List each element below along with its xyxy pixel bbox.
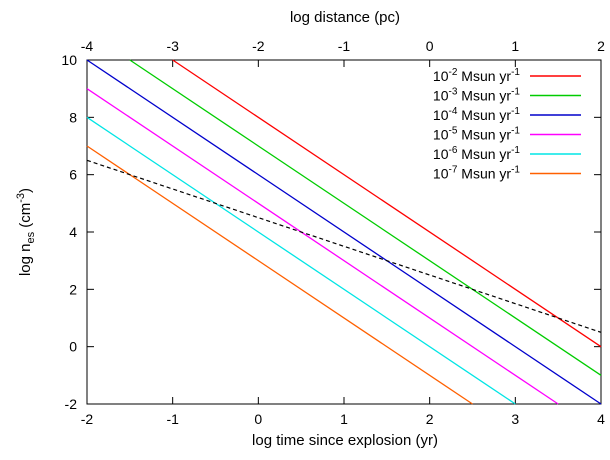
y-axis-title-sub: es (25, 231, 37, 243)
legend-label: 10-7 Msun yr-1 (433, 165, 521, 182)
legend-label: 10-2 Msun yr-1 (433, 67, 521, 84)
x2-tick-label: -4 (81, 38, 94, 54)
legend-label: 10-3 Msun yr-1 (433, 87, 521, 104)
x-tick-label: 4 (597, 411, 605, 427)
y-axis-title: log nes (cm-3) (15, 188, 37, 276)
y-tick-label: 10 (61, 52, 77, 68)
legend-entry: 10-4 Msun yr-1 (433, 106, 581, 123)
y-axis-title-unit: (cm (17, 203, 34, 232)
y-tick-label: -2 (65, 396, 78, 412)
y-tick-label: 4 (69, 224, 77, 240)
series-line (129, 59, 602, 376)
legend-entry: 10-2 Msun yr-1 (433, 67, 581, 84)
series-line (86, 88, 559, 405)
x-tick-label: -2 (81, 411, 94, 427)
x-tick-label: 1 (340, 411, 348, 427)
legend-label: 10-4 Msun yr-1 (433, 106, 521, 123)
y-tick-label: 8 (69, 109, 77, 125)
x-tick-label: 3 (511, 411, 519, 427)
legend-label: 10-6 Msun yr-1 (433, 145, 521, 162)
legend-entry: 10-3 Msun yr-1 (433, 87, 581, 104)
lines-layer (86, 59, 602, 405)
legend-layer: 10-2 Msun yr-1 10-3 Msun yr-1 10-4 Msun yr… (433, 67, 581, 182)
y-axis-title-main: log n (17, 244, 34, 277)
y-axis-title-sup: -3 (15, 193, 27, 203)
legend-entry: 10-6 Msun yr-1 (433, 145, 581, 162)
y-axis-title-close: ) (17, 188, 34, 193)
x2-tick-label: 1 (511, 38, 519, 54)
x-tick-label: 2 (426, 411, 434, 427)
x2-tick-label: -1 (338, 38, 351, 54)
x2-tick-label: 2 (597, 38, 605, 54)
series-line (86, 59, 602, 405)
x-axis-title: log time since explosion (yr) (252, 432, 438, 449)
x2-tick-label: 0 (426, 38, 434, 54)
x-tick-label: -1 (166, 411, 179, 427)
x2-tick-label: -2 (252, 38, 265, 54)
x2-tick-label: -3 (166, 38, 179, 54)
x2-axis-title: log distance (pc) (290, 9, 400, 26)
axes-layer: -2 -1 0 1 2 3 4 -4 -3 -2 -1 0 1 2 -2 0 2 4 6 8 10 (61, 38, 605, 427)
y-tick-label: 6 (69, 167, 77, 183)
y-tick-label: 2 (69, 281, 77, 297)
reference-line (86, 159, 602, 333)
series-line (172, 59, 602, 348)
x-tick-label: 0 (254, 411, 262, 427)
y-tick-label: 0 (69, 339, 77, 355)
legend-entry: 10-5 Msun yr-1 (433, 126, 581, 143)
series-line (86, 116, 516, 405)
legend-label: 10-5 Msun yr-1 (433, 126, 521, 143)
legend-entry: 10-7 Msun yr-1 (433, 165, 581, 182)
series-line (86, 145, 473, 405)
